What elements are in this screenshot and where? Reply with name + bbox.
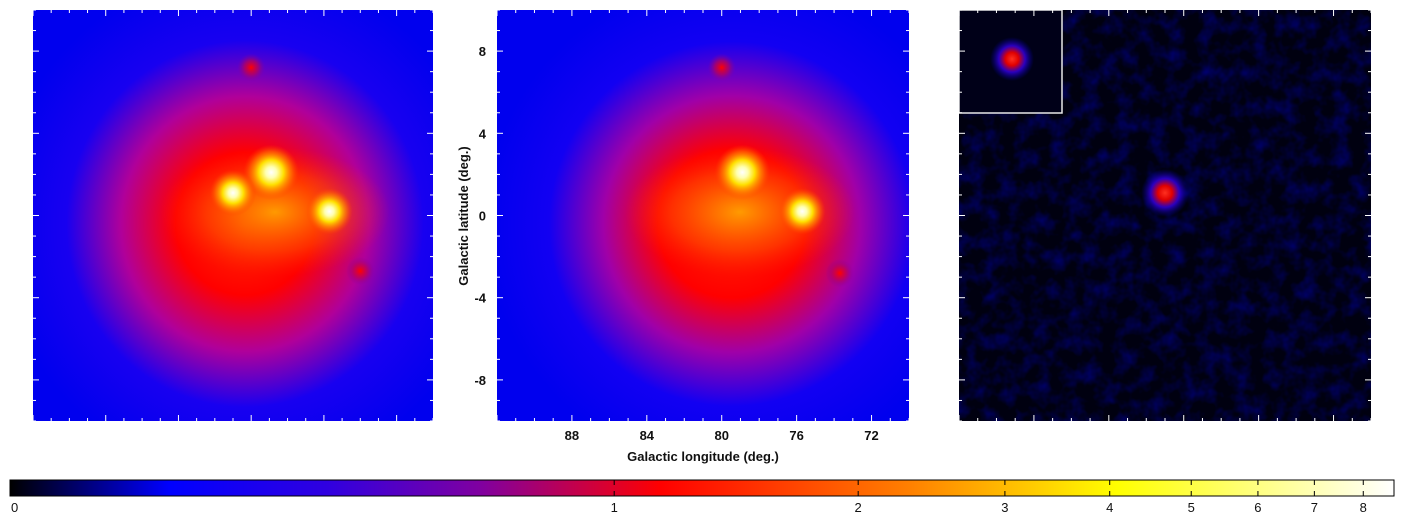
source-1: [243, 144, 299, 201]
panel-center-sources: [707, 53, 854, 288]
colorbar-tick-label: 3: [1001, 500, 1008, 515]
y-tick-label: 8: [479, 44, 486, 59]
source-2: [779, 188, 826, 235]
inset: [959, 10, 1063, 114]
panel-right: [959, 10, 1371, 421]
y-tick-label: 0: [479, 209, 486, 224]
inset-frame: [959, 10, 1063, 114]
source-3: [707, 53, 736, 82]
colorbar: 0 1 2 3 4 5 6 7 8: [9, 479, 1395, 515]
panel-left: [33, 10, 433, 421]
colorbar-tick-label: 7: [1311, 500, 1318, 515]
source-2: [209, 169, 257, 217]
tick-marks: [32, 9, 1372, 422]
colorbar-tick-label: 0: [11, 500, 18, 515]
panel-right-sources: [1141, 168, 1189, 217]
colorbar-tick-label: 8: [1360, 500, 1367, 515]
colorbar-tick-label: 5: [1188, 500, 1195, 515]
y-tick-label: -4: [474, 291, 486, 306]
colorbar-gradient: [9, 479, 1395, 497]
x-tick-label: 72: [864, 428, 878, 443]
colorbar-tick-label: 1: [611, 500, 618, 515]
y-tick-labels: 8 4 0 -4 -8: [474, 44, 486, 388]
source-4: [237, 53, 266, 82]
panel-left-sources: [209, 53, 375, 285]
colorbar-tick-label: 4: [1106, 500, 1113, 515]
y-tick-label: 4: [479, 126, 487, 141]
x-tick-label: 76: [789, 428, 803, 443]
source-4: [825, 259, 854, 288]
source-5: [346, 256, 375, 285]
source-3: [306, 188, 353, 235]
colorbar-tick-label: 6: [1254, 500, 1261, 515]
x-tick-label: 84: [640, 428, 655, 443]
panel-center-diffuse-core: [625, 147, 855, 277]
inset-source: [990, 37, 1034, 81]
colorbar-tick-label: 2: [855, 500, 862, 515]
x-tick-labels: 88 84 80 76 72: [565, 428, 879, 443]
source-1: [1141, 168, 1189, 217]
y-tick-label: -8: [474, 373, 486, 388]
y-axis-title: Galactic latitude (deg.): [456, 146, 471, 285]
x-tick-label: 88: [565, 428, 579, 443]
x-axis-title: Galactic longitude (deg.): [627, 449, 779, 464]
colorbar-ticks: 0 1 2 3 4 5 6 7 8: [9, 480, 1367, 515]
source-1: [714, 144, 771, 201]
panel-center: [497, 10, 909, 421]
x-tick-label: 80: [714, 428, 728, 443]
